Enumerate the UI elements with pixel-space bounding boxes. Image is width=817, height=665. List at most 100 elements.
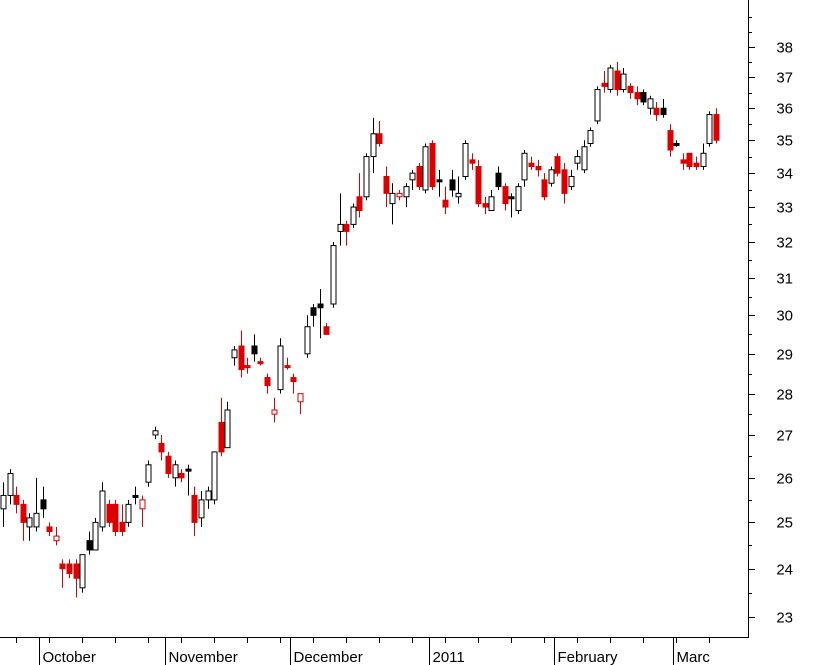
candle <box>350 203 357 228</box>
candle-body <box>218 421 225 453</box>
candle <box>528 156 535 170</box>
candle-body <box>231 349 238 359</box>
candle <box>706 111 713 147</box>
candle-body <box>713 114 720 141</box>
candle <box>158 434 165 461</box>
candle <box>178 469 185 483</box>
candle <box>627 83 634 99</box>
candle-body <box>139 499 146 510</box>
candle-body <box>535 166 542 171</box>
candle <box>541 173 548 201</box>
candle <box>634 86 641 106</box>
candle <box>264 373 271 394</box>
candle <box>416 163 423 190</box>
candle <box>13 486 20 514</box>
candle-body <box>647 98 654 109</box>
candle <box>53 526 60 546</box>
candle-body <box>317 303 324 309</box>
candle-body <box>73 563 80 579</box>
candle-body <box>178 472 185 479</box>
candle-body <box>0 494 7 510</box>
candle <box>667 124 674 157</box>
candle-body <box>370 133 377 158</box>
candle <box>462 140 469 180</box>
candle-body <box>581 146 588 171</box>
candle-body <box>152 430 159 436</box>
candle-body <box>211 451 218 501</box>
candle-body <box>693 162 700 168</box>
y-tick-label: 28 <box>776 387 793 404</box>
candle-body <box>554 156 561 174</box>
candle <box>607 64 614 93</box>
candle-body <box>86 540 93 551</box>
candle <box>297 393 304 415</box>
candle-body <box>33 512 40 528</box>
candle <box>238 330 245 378</box>
candle <box>323 322 330 335</box>
candle-body <box>323 326 330 335</box>
candle-body <box>119 521 126 532</box>
candle-body <box>40 499 47 510</box>
candle <box>554 153 561 177</box>
candle-body <box>403 186 410 198</box>
candle <box>59 559 66 588</box>
y-tick-label: 38 <box>776 40 793 57</box>
y-axis: 23 24 25 26 27 28 29 30 31 32 33 34 35 36 37 38 <box>748 0 793 637</box>
candle-body <box>594 88 601 122</box>
candle <box>436 169 443 197</box>
candle-body <box>627 85 634 94</box>
y-tick-label: 27 <box>776 428 793 445</box>
y-tick-label: 29 <box>776 347 793 364</box>
candle-body <box>640 92 647 103</box>
candle <box>370 117 377 174</box>
candle-body <box>92 521 99 551</box>
candle <box>284 357 291 370</box>
candle-body <box>495 172 502 188</box>
candle-body <box>238 345 245 371</box>
candle-body <box>7 472 14 496</box>
candle <box>686 152 693 170</box>
candle-body <box>614 70 621 90</box>
candle-body <box>475 166 482 205</box>
candle <box>304 315 311 358</box>
candle <box>535 159 542 177</box>
candle-body <box>271 409 278 415</box>
x-month-label: December <box>294 649 363 665</box>
candle-body <box>191 494 198 523</box>
candle <box>488 189 495 212</box>
candle <box>713 108 720 144</box>
candle <box>152 426 159 440</box>
candle-body <box>99 490 106 528</box>
candle <box>26 513 33 541</box>
y-tick-label: 25 <box>776 515 793 532</box>
candle-body <box>53 535 60 542</box>
candle-body <box>660 107 667 116</box>
candle <box>330 242 337 308</box>
candle <box>653 101 660 121</box>
candle-body <box>158 442 165 453</box>
candles-layer <box>0 61 720 598</box>
candle-body <box>422 146 429 191</box>
candle <box>442 186 449 214</box>
candle-body <box>561 169 568 194</box>
candle-body <box>429 142 436 188</box>
candle <box>482 196 489 214</box>
candle-body <box>436 179 443 183</box>
candle-body <box>521 152 528 181</box>
candle-body <box>607 67 614 90</box>
candle-body <box>568 176 575 188</box>
candle-body <box>502 186 509 205</box>
candle <box>475 159 482 208</box>
candle <box>660 98 667 118</box>
candle <box>363 153 370 201</box>
candle <box>310 304 317 327</box>
candle-body <box>587 130 594 144</box>
candle <box>46 522 53 537</box>
candle <box>647 95 654 115</box>
candle <box>165 451 172 478</box>
candle-body <box>125 503 132 523</box>
candle-body <box>396 192 403 198</box>
candle <box>205 486 212 509</box>
candle <box>0 482 7 527</box>
